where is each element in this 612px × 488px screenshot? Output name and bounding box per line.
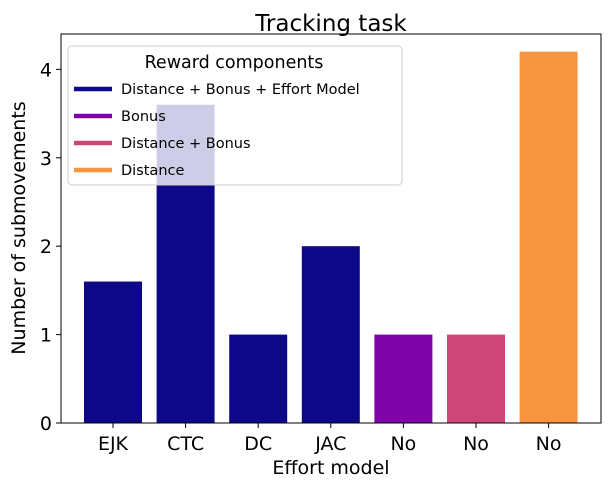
x-axis: EJK CTC DC JAC No No No <box>98 423 562 455</box>
bar-7 <box>519 51 578 423</box>
x-tick-label: JAC <box>314 433 346 455</box>
y-tick-label: 3 <box>40 148 52 170</box>
legend: Reward components Distance + Bonus + Eff… <box>67 45 403 186</box>
y-tick-label: 1 <box>40 325 52 347</box>
bar-5 <box>374 334 433 423</box>
x-tick-label: No <box>536 433 562 455</box>
x-tick-label: No <box>463 433 489 455</box>
x-tick-label: CTC <box>167 433 204 455</box>
y-axis-title: Number of submovements <box>8 101 30 354</box>
bar-6 <box>447 334 505 423</box>
legend-box <box>67 45 403 186</box>
legend-entries: Distance + Bonus + Effort Model Bonus Dist… <box>74 82 360 179</box>
bar-1 <box>84 281 142 423</box>
x-axis-title: Effort model <box>272 457 389 479</box>
legend-label: Distance + Bonus + Effort Model <box>121 82 360 98</box>
legend-label: Distance + Bonus <box>121 136 251 152</box>
y-tick-label: 0 <box>40 413 52 435</box>
bar-3 <box>229 334 288 423</box>
x-tick-label: No <box>390 433 416 455</box>
chart-title: Tracking task <box>254 11 407 37</box>
x-tick-label: DC <box>244 433 272 455</box>
legend-title: Reward components <box>145 53 324 73</box>
legend-label: Bonus <box>121 109 166 125</box>
y-tick-label: 4 <box>40 59 52 81</box>
legend-label: Distance <box>121 163 184 179</box>
y-tick-label: 2 <box>40 236 52 258</box>
x-tick-label: EJK <box>98 433 129 455</box>
y-axis: 0 1 2 3 4 <box>40 59 61 435</box>
bar-4 <box>301 246 360 423</box>
